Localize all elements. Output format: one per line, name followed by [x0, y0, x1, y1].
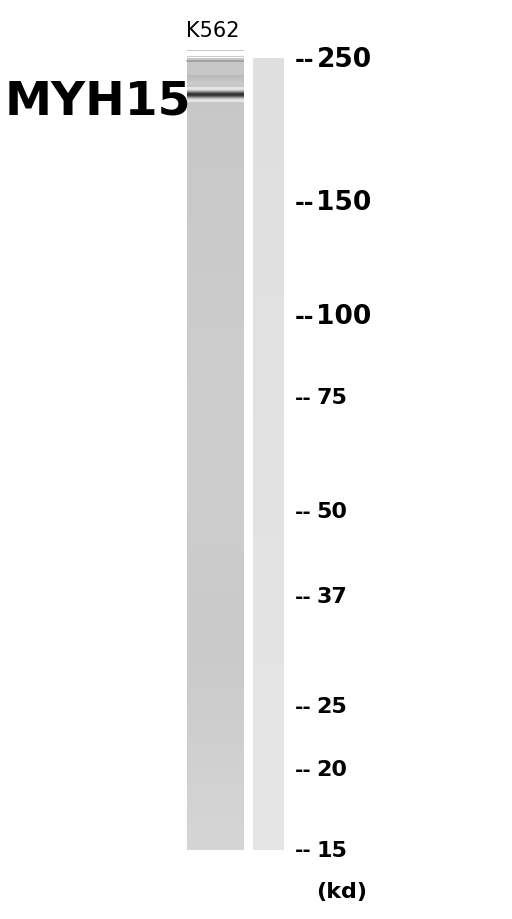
Text: K562: K562 [186, 21, 239, 41]
Text: 37: 37 [316, 586, 347, 607]
Text: (kd): (kd) [316, 881, 368, 902]
Text: --: -- [294, 841, 311, 859]
Text: 25: 25 [316, 697, 347, 717]
Text: --: -- [294, 760, 311, 778]
Text: 150: 150 [316, 190, 372, 216]
Text: 50: 50 [316, 502, 348, 522]
Text: 15: 15 [316, 840, 347, 860]
Text: --: -- [294, 48, 314, 72]
Text: --: -- [294, 191, 314, 215]
Text: 100: 100 [316, 304, 372, 330]
Text: --: -- [294, 305, 314, 329]
Text: 75: 75 [316, 388, 347, 408]
Text: MYH15: MYH15 [5, 80, 191, 125]
Text: --: -- [294, 587, 311, 606]
Text: 250: 250 [316, 47, 372, 73]
Text: --: -- [294, 389, 311, 407]
Text: --: -- [294, 503, 311, 521]
Text: --: -- [294, 698, 311, 716]
Text: 20: 20 [316, 759, 348, 779]
